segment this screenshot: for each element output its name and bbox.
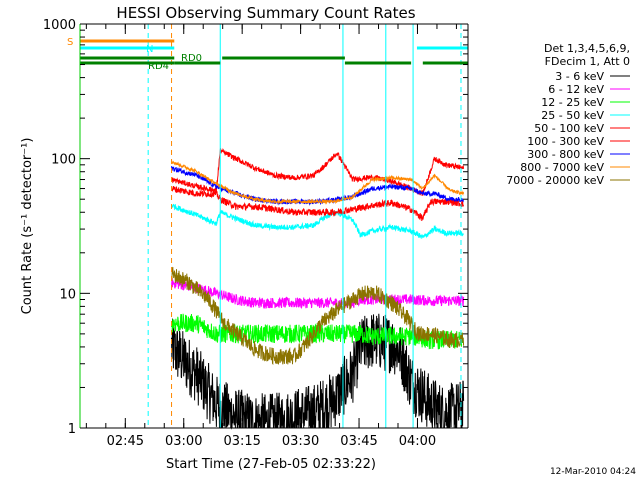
- y-tick-label: 10: [59, 287, 76, 302]
- x-tick-label: 03:45: [340, 434, 377, 449]
- x-tick-label: 03:15: [223, 434, 260, 449]
- legend-label: 50 - 100 keV: [534, 122, 604, 135]
- chart-title: HESSI Observing Summary Count Rates: [116, 4, 415, 22]
- legend-label: 300 - 800 keV: [527, 148, 604, 161]
- legend-label: 7000 - 20000 keV: [506, 174, 604, 187]
- y-tick-label: 1000: [43, 18, 76, 33]
- flag-label-rd4: RD4: [148, 61, 169, 72]
- legend-label: 100 - 300 keV: [527, 135, 604, 148]
- footer-timestamp: 12-Mar-2010 04:24: [550, 467, 636, 477]
- legend: Det 1,3,4,5,6,9,FDecim 1, Att 0 3 - 6 keV…: [506, 42, 630, 187]
- x-tick-label: 03:30: [282, 434, 319, 449]
- legend-label: 3 - 6 keV: [555, 70, 604, 83]
- plot-area: S N RD0 RD4: [67, 24, 468, 430]
- legend-label: 6 - 12 keV: [548, 83, 604, 96]
- legend-header: Det 1,3,4,5,6,9,: [544, 42, 630, 55]
- flag-label-n: N: [146, 44, 153, 55]
- y-tick-label: 1: [68, 422, 76, 437]
- x-tick-label: 03:00: [165, 434, 202, 449]
- axis-ticks: 1 10 100 1000 02:45 03:00 03:15 03:30 03:45 04:00: [43, 18, 469, 449]
- legend-header: FDecim 1, Att 0: [545, 55, 630, 68]
- flag-label-s: S: [67, 37, 73, 48]
- legend-label: 800 - 7000 keV: [520, 161, 604, 174]
- y-tick-label: 100: [51, 153, 76, 168]
- y-axis-label: Count Rate (s⁻¹ detector⁻¹): [20, 138, 35, 315]
- legend-label: 12 - 25 keV: [541, 96, 604, 109]
- flag-label-rd0: RD0: [181, 53, 202, 64]
- x-tick-label: 02:45: [107, 434, 144, 449]
- legend-label: 25 - 50 keV: [541, 109, 604, 122]
- x-axis-label: Start Time (27-Feb-05 02:33:22): [166, 457, 376, 472]
- x-tick-label: 04:00: [399, 434, 436, 449]
